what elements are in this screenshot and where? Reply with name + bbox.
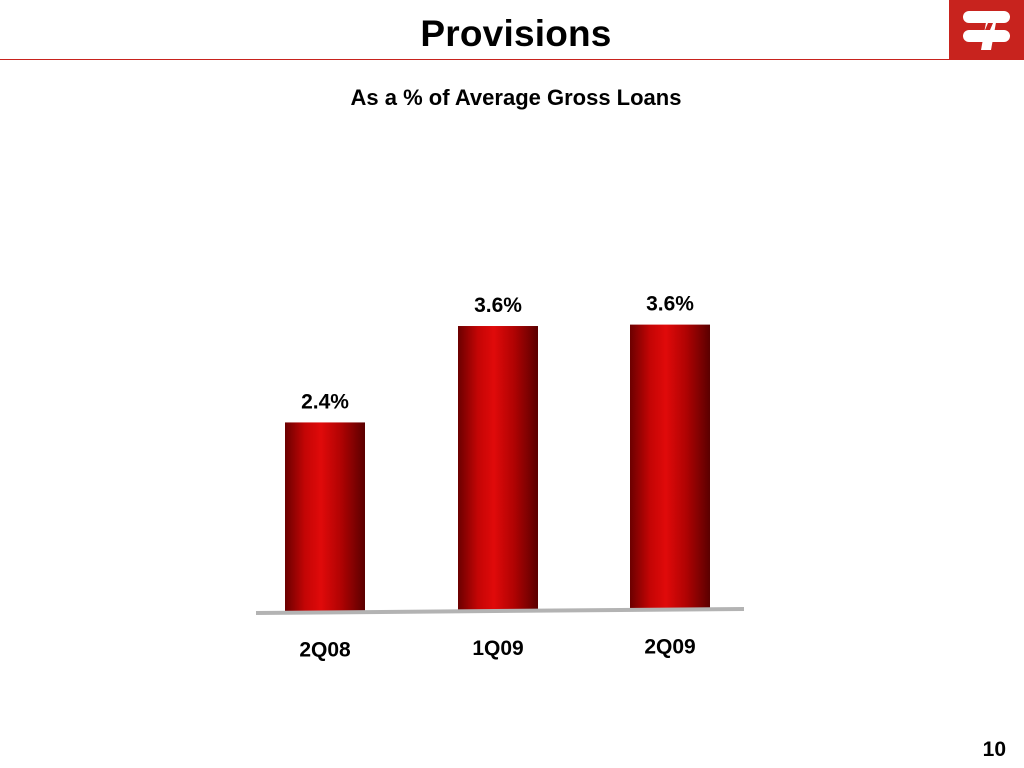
bar-value-label: 3.6% [474, 294, 522, 317]
slide-title: Provisions [420, 13, 612, 54]
page-number: 10 [982, 738, 1006, 761]
bar-2Q08 [285, 422, 365, 613]
title-divider [0, 59, 1024, 60]
chart-subtitle: As a % of Average Gross Loans [350, 85, 682, 110]
category-label: 2Q09 [644, 636, 695, 659]
category-label: 1Q09 [472, 637, 523, 660]
bar-value-label: 3.6% [646, 293, 694, 316]
chart-baseline [255, 607, 745, 615]
category-label: 2Q08 [299, 638, 351, 661]
bar-1Q09 [458, 326, 538, 612]
bar-value-label: 2.4% [301, 390, 349, 413]
bank-logo-icon [949, 0, 1024, 59]
bar-2Q09 [630, 324, 710, 610]
